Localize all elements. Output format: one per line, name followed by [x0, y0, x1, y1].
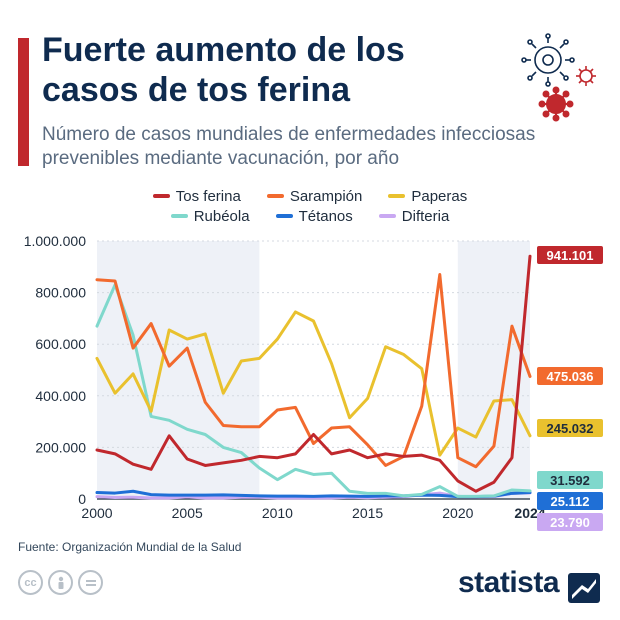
x-tick-label: 2000	[81, 505, 112, 521]
legend-label: Paperas	[411, 187, 468, 205]
y-tick-label: 600.000	[35, 336, 86, 352]
end-label-box	[537, 246, 603, 264]
legend-item-tos-ferina: Tos ferina	[152, 187, 241, 205]
y-tick-label: 0	[78, 491, 86, 507]
end-label-box	[537, 492, 603, 510]
statista-logo-icon	[568, 573, 600, 603]
end-label-box	[537, 367, 603, 385]
legend-swatch	[388, 194, 406, 198]
page-subtitle: Número de casos mundiales de enfermedade…	[42, 124, 536, 169]
cc-icon: cc	[18, 570, 43, 595]
legend-item-rubeola: Rubéola	[170, 207, 250, 225]
end-label: 475.036	[547, 369, 594, 384]
end-label: 941.101	[547, 248, 594, 263]
y-tick-label: 800.000	[35, 285, 86, 301]
y-tick-label: 400.000	[35, 388, 86, 404]
legend-label: Difteria	[401, 207, 450, 225]
page-title: Fuerte aumento de los casos de tos ferin…	[42, 31, 405, 109]
virus-decor-icons	[521, 33, 596, 122]
legend-swatch	[275, 214, 293, 218]
no-derivatives-icon	[78, 570, 103, 595]
legend-item-sarampion: Sarampión	[266, 187, 363, 205]
end-label: 23.790	[550, 515, 590, 530]
chart-legend: Tos ferina Sarampión Paperas Rubéola Tét…	[140, 186, 480, 226]
virus-outline-icon	[521, 33, 575, 87]
attribution-icon	[48, 570, 73, 595]
title-accent-bar	[18, 38, 29, 166]
x-tick-label: 2015	[352, 505, 383, 521]
x-tick-label: 2010	[262, 505, 293, 521]
series-line	[95, 310, 532, 457]
x-tick-label: 2005	[172, 505, 203, 521]
y-tick-label: 200.000	[35, 439, 86, 455]
brand-name: statista	[458, 566, 560, 599]
legend-swatch	[170, 214, 188, 218]
legend-swatch	[378, 214, 396, 218]
end-label: 245.032	[547, 421, 594, 436]
series-line	[95, 273, 532, 469]
end-label-box	[537, 471, 603, 489]
end-label: 31.592	[550, 473, 590, 488]
shaded-period	[97, 241, 260, 499]
legend-item-paperas: Paperas	[388, 188, 467, 205]
legend-label: Sarampión	[289, 187, 363, 205]
end-label-box	[537, 513, 603, 531]
legend-label: Tos ferina	[175, 187, 241, 205]
end-label: 25.112	[550, 494, 589, 509]
y-tick-label: 1.000.000	[24, 233, 86, 249]
virus-red-icon	[538, 86, 574, 122]
legend-label: Tétanos	[298, 207, 353, 225]
license-icons: cc	[18, 570, 103, 595]
legend-swatch	[152, 194, 170, 198]
x-tick-label: 2020	[442, 505, 473, 521]
series-line	[95, 254, 532, 493]
end-label-box	[537, 419, 603, 437]
legend-swatch	[266, 194, 284, 198]
shaded-period	[457, 241, 530, 499]
virus-small-icon	[576, 66, 596, 86]
legend-item-tetanos: Tétanos	[275, 207, 353, 225]
source-note: Fuente: Organización Mundial de la Salud	[18, 540, 242, 554]
legend-label: Rubéola	[193, 207, 250, 225]
series-line	[95, 283, 532, 498]
legend-item-difteria: Difteria	[378, 207, 450, 225]
